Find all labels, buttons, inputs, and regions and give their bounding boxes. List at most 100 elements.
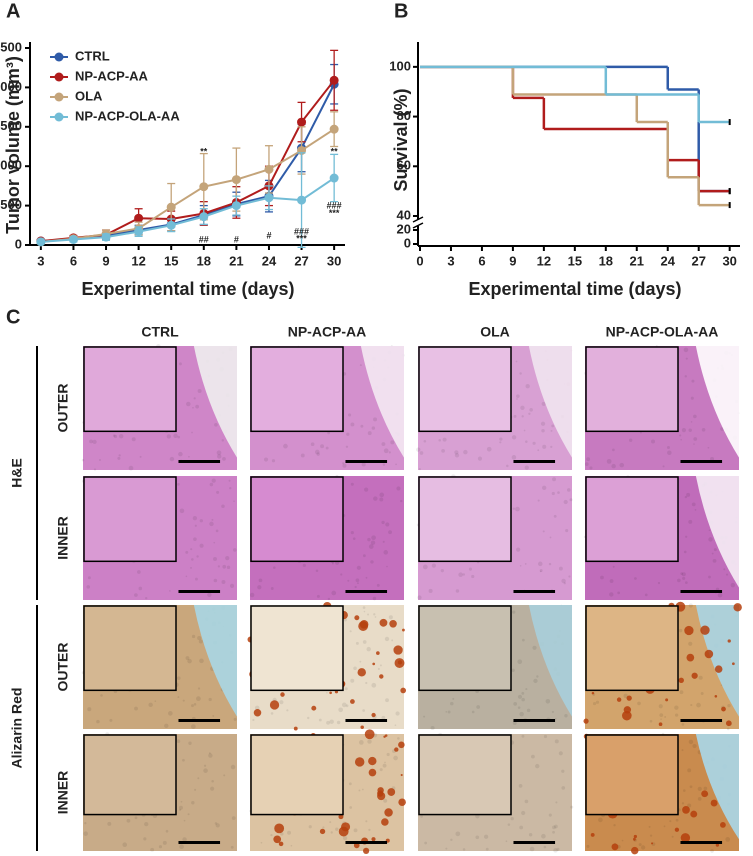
inset (418, 476, 512, 563)
texture (693, 443, 695, 445)
texture (216, 450, 222, 456)
stain-deposit (704, 649, 714, 659)
texture (349, 806, 353, 809)
texture (671, 835, 674, 838)
texture (589, 466, 593, 470)
texture (346, 432, 350, 436)
texture (164, 723, 169, 729)
texture (529, 408, 533, 412)
texture (117, 456, 121, 460)
texture (192, 516, 198, 521)
texture (196, 696, 201, 702)
texture (471, 710, 475, 714)
texture (113, 434, 118, 439)
texture (330, 831, 333, 834)
texture (727, 703, 731, 708)
texture (134, 706, 138, 711)
annotation: ** (331, 146, 339, 156)
texture (222, 456, 226, 461)
texture (545, 698, 551, 704)
stain-deposit (725, 720, 732, 727)
texture (273, 566, 276, 569)
inset (83, 605, 177, 692)
legend-marker (54, 92, 64, 102)
annotation: ### (294, 226, 309, 236)
texture (541, 401, 546, 406)
column-header: CTRL (141, 324, 179, 340)
texture (318, 718, 322, 722)
stain-deposit (341, 822, 351, 832)
x-tick-label: 30 (327, 253, 341, 268)
texture (542, 444, 547, 449)
data-point (36, 237, 46, 247)
texture (723, 568, 726, 571)
texture (230, 764, 236, 770)
texture (287, 830, 292, 835)
texture (217, 454, 222, 459)
inset (83, 346, 177, 433)
stain-deposit (377, 787, 384, 794)
x-tick-label: 3 (37, 253, 44, 268)
texture (513, 414, 517, 418)
texture (711, 552, 714, 555)
texture (535, 763, 540, 769)
stain-deposit (381, 818, 389, 826)
stain-deposit (398, 741, 405, 749)
y-tick-label: 500 (0, 197, 22, 212)
texture (561, 578, 566, 584)
texture (521, 691, 525, 695)
texture (214, 822, 218, 825)
texture (530, 754, 535, 759)
texture (477, 456, 483, 461)
annotation: # (266, 230, 271, 240)
texture (458, 572, 463, 578)
stain-deposit (690, 810, 698, 818)
texture (252, 718, 255, 722)
texture (192, 406, 194, 409)
x-tick-label: 9 (509, 253, 516, 268)
texture (379, 492, 385, 498)
texture (519, 372, 522, 375)
texture (395, 711, 400, 716)
texture (331, 562, 334, 565)
texture (528, 412, 531, 415)
texture (688, 739, 694, 745)
texture (694, 509, 697, 511)
data-point (297, 117, 307, 127)
scale-bar (345, 719, 388, 722)
inset (418, 346, 512, 433)
y-tick-label: 80 (397, 108, 411, 123)
texture (441, 448, 445, 453)
texture (386, 565, 388, 568)
texture (178, 808, 182, 811)
column-header: OLA (480, 324, 510, 340)
texture (420, 815, 423, 818)
texture (511, 668, 515, 672)
y-tick-label: 0 (15, 236, 22, 251)
texture (188, 455, 190, 458)
texture (476, 705, 481, 709)
data-point (101, 232, 111, 242)
scale-bar (513, 590, 556, 593)
texture (314, 449, 320, 455)
texture (553, 514, 557, 518)
texture (551, 424, 555, 428)
x-tick-label: 6 (478, 253, 485, 268)
texture (83, 831, 88, 836)
y-tick-label: 1500 (0, 118, 22, 133)
texture (586, 844, 590, 848)
texture (681, 802, 685, 805)
texture (685, 581, 688, 585)
scale-bar (178, 590, 221, 593)
texture (221, 579, 226, 584)
texture (176, 739, 181, 743)
texture (98, 458, 101, 461)
texture (364, 487, 369, 492)
texture (195, 577, 198, 581)
texture (440, 569, 444, 573)
texture (356, 565, 361, 570)
stain-deposit (371, 837, 376, 842)
texture (423, 715, 426, 718)
texture (199, 543, 204, 548)
texture (96, 719, 100, 724)
